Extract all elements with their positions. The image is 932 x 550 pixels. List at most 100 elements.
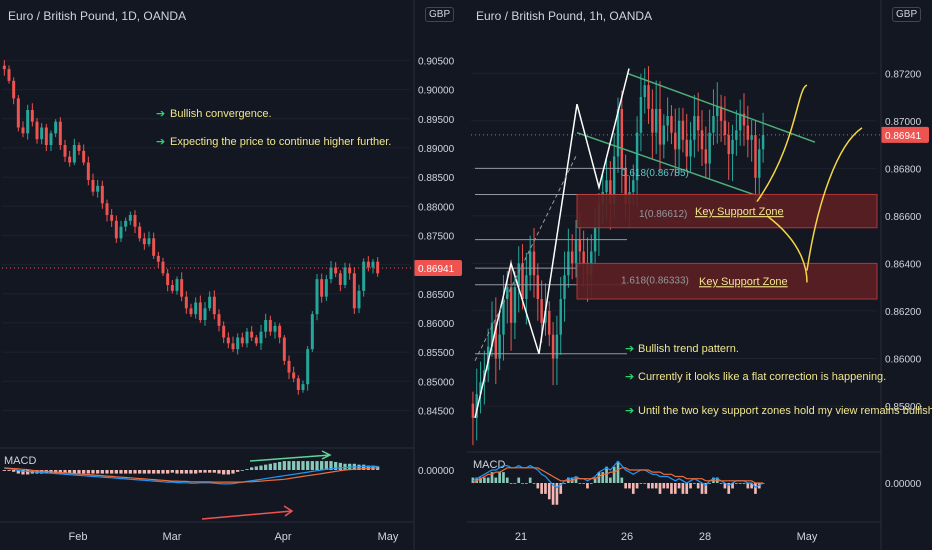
- macd-signal-line: [4, 467, 378, 483]
- annotation-text: Expecting the price to continue higher f…: [170, 136, 391, 148]
- candle-body: [26, 110, 30, 134]
- macd-histogram-bar: [681, 483, 685, 494]
- macd-histogram-bar: [662, 483, 666, 489]
- channel-lower-line: [576, 131, 768, 200]
- macd-histogram-bar: [708, 483, 711, 484]
- candle-body: [142, 238, 146, 245]
- y-tick-label: 0.88000: [418, 202, 455, 213]
- candle-body: [86, 162, 90, 180]
- x-tick-label: Feb: [69, 531, 88, 543]
- macd-histogram-bar: [738, 483, 742, 484]
- macd-histogram-bar: [82, 470, 86, 474]
- bullet-arrow-icon: ➔: [625, 371, 634, 383]
- macd-histogram-bar: [77, 470, 81, 474]
- y-tick-label: 0.85500: [418, 348, 455, 359]
- macd-histogram-bar: [597, 472, 601, 483]
- macd-zero-label: 0.00000: [418, 466, 455, 477]
- candle-body: [282, 337, 286, 361]
- macd-histogram-bar: [296, 461, 300, 470]
- annotation-text: Bullish convergence.: [170, 108, 272, 120]
- candle-body: [509, 287, 513, 323]
- macd-histogram-bar: [287, 461, 291, 470]
- macd-histogram-bar: [494, 477, 498, 483]
- left-currency-badge[interactable]: GBP: [425, 7, 455, 22]
- macd-histogram-bar: [528, 477, 532, 483]
- macd-histogram-bar: [544, 483, 547, 494]
- right-currency-badge[interactable]: GBP: [892, 7, 922, 22]
- candle-body: [658, 108, 662, 145]
- candle-body: [632, 180, 635, 193]
- candle-body: [180, 279, 184, 297]
- macd-histogram-bar: [639, 483, 643, 484]
- candle-body: [578, 239, 582, 252]
- candle-body: [306, 349, 310, 385]
- macd-signal-line: [472, 467, 764, 484]
- candle-body: [674, 132, 677, 150]
- candle-body: [719, 106, 723, 121]
- macd-histogram-bar: [110, 470, 114, 474]
- right-chart-title: Euro / British Pound, 1h, OANDA: [476, 9, 653, 23]
- candle-body: [12, 80, 16, 99]
- x-tick-label: 28: [699, 531, 711, 543]
- macd-histogram-bar: [128, 470, 132, 474]
- candle-body: [96, 185, 100, 192]
- y-tick-label: 0.88500: [418, 173, 455, 184]
- candle-body: [685, 139, 688, 157]
- candle-body: [742, 113, 746, 126]
- candle-body: [371, 261, 375, 268]
- macd-histogram-bar: [616, 461, 620, 483]
- macd-histogram-bar: [547, 483, 551, 500]
- macd-histogram-bar: [310, 461, 314, 470]
- macd-histogram-bar: [2, 470, 6, 471]
- macd-histogram-bar: [593, 477, 597, 483]
- macd-histogram-bar: [589, 483, 593, 484]
- candle-body: [567, 251, 570, 276]
- macd-histogram-bar: [696, 483, 700, 489]
- macd-histogram-bar: [338, 462, 342, 470]
- macd-histogram-bar: [16, 470, 20, 474]
- macd-histogram-bar: [212, 470, 216, 473]
- macd-histogram-bar: [264, 464, 268, 470]
- macd-histogram-bar: [343, 463, 347, 470]
- macd-histogram-bar: [555, 483, 559, 505]
- macd-histogram-bar: [96, 470, 100, 474]
- macd-histogram-bar: [161, 470, 165, 474]
- macd-histogram-bar: [586, 483, 589, 489]
- candle-body: [532, 251, 536, 276]
- candle-body: [376, 261, 380, 274]
- candle-body: [35, 121, 39, 140]
- candle-body: [68, 156, 72, 163]
- macd-histogram-bar: [184, 470, 188, 474]
- macd-histogram-bar: [282, 461, 286, 470]
- candle-body: [310, 314, 314, 350]
- candle-body: [44, 127, 48, 145]
- macd-histogram-bar: [315, 461, 319, 470]
- candle-body: [236, 337, 240, 350]
- candle-body: [490, 322, 494, 347]
- y-tick-label: 0.85000: [418, 377, 455, 388]
- candle-body: [696, 116, 700, 131]
- macd-histogram-bar: [479, 477, 482, 483]
- macd-histogram-bar: [21, 470, 25, 475]
- macd-histogram-bar: [754, 483, 757, 494]
- candle-body: [245, 331, 249, 344]
- macd-histogram-bar: [677, 483, 681, 489]
- note-text: Bullish trend pattern.: [638, 343, 739, 355]
- candle-body: [761, 135, 765, 150]
- candle-body: [502, 299, 505, 335]
- candle-body: [574, 239, 578, 264]
- candle-body: [727, 135, 730, 155]
- candle-body: [105, 203, 109, 215]
- candle-body: [296, 378, 300, 390]
- projection-arrow: [806, 127, 863, 271]
- right-chart-panel: 0.87200 0.87000 0.86800 0.86600 0.86400 0.862…: [467, 0, 932, 550]
- current-price-value: 0.86941: [418, 264, 455, 275]
- macd-histogram-bar: [498, 472, 501, 483]
- macd-histogram-bar: [658, 483, 662, 494]
- candle-body: [570, 251, 574, 264]
- candle-body: [536, 275, 540, 300]
- candle-body: [166, 273, 170, 285]
- macd-histogram-bar: [156, 470, 160, 474]
- candle-body: [750, 135, 753, 140]
- candle-body: [264, 320, 268, 332]
